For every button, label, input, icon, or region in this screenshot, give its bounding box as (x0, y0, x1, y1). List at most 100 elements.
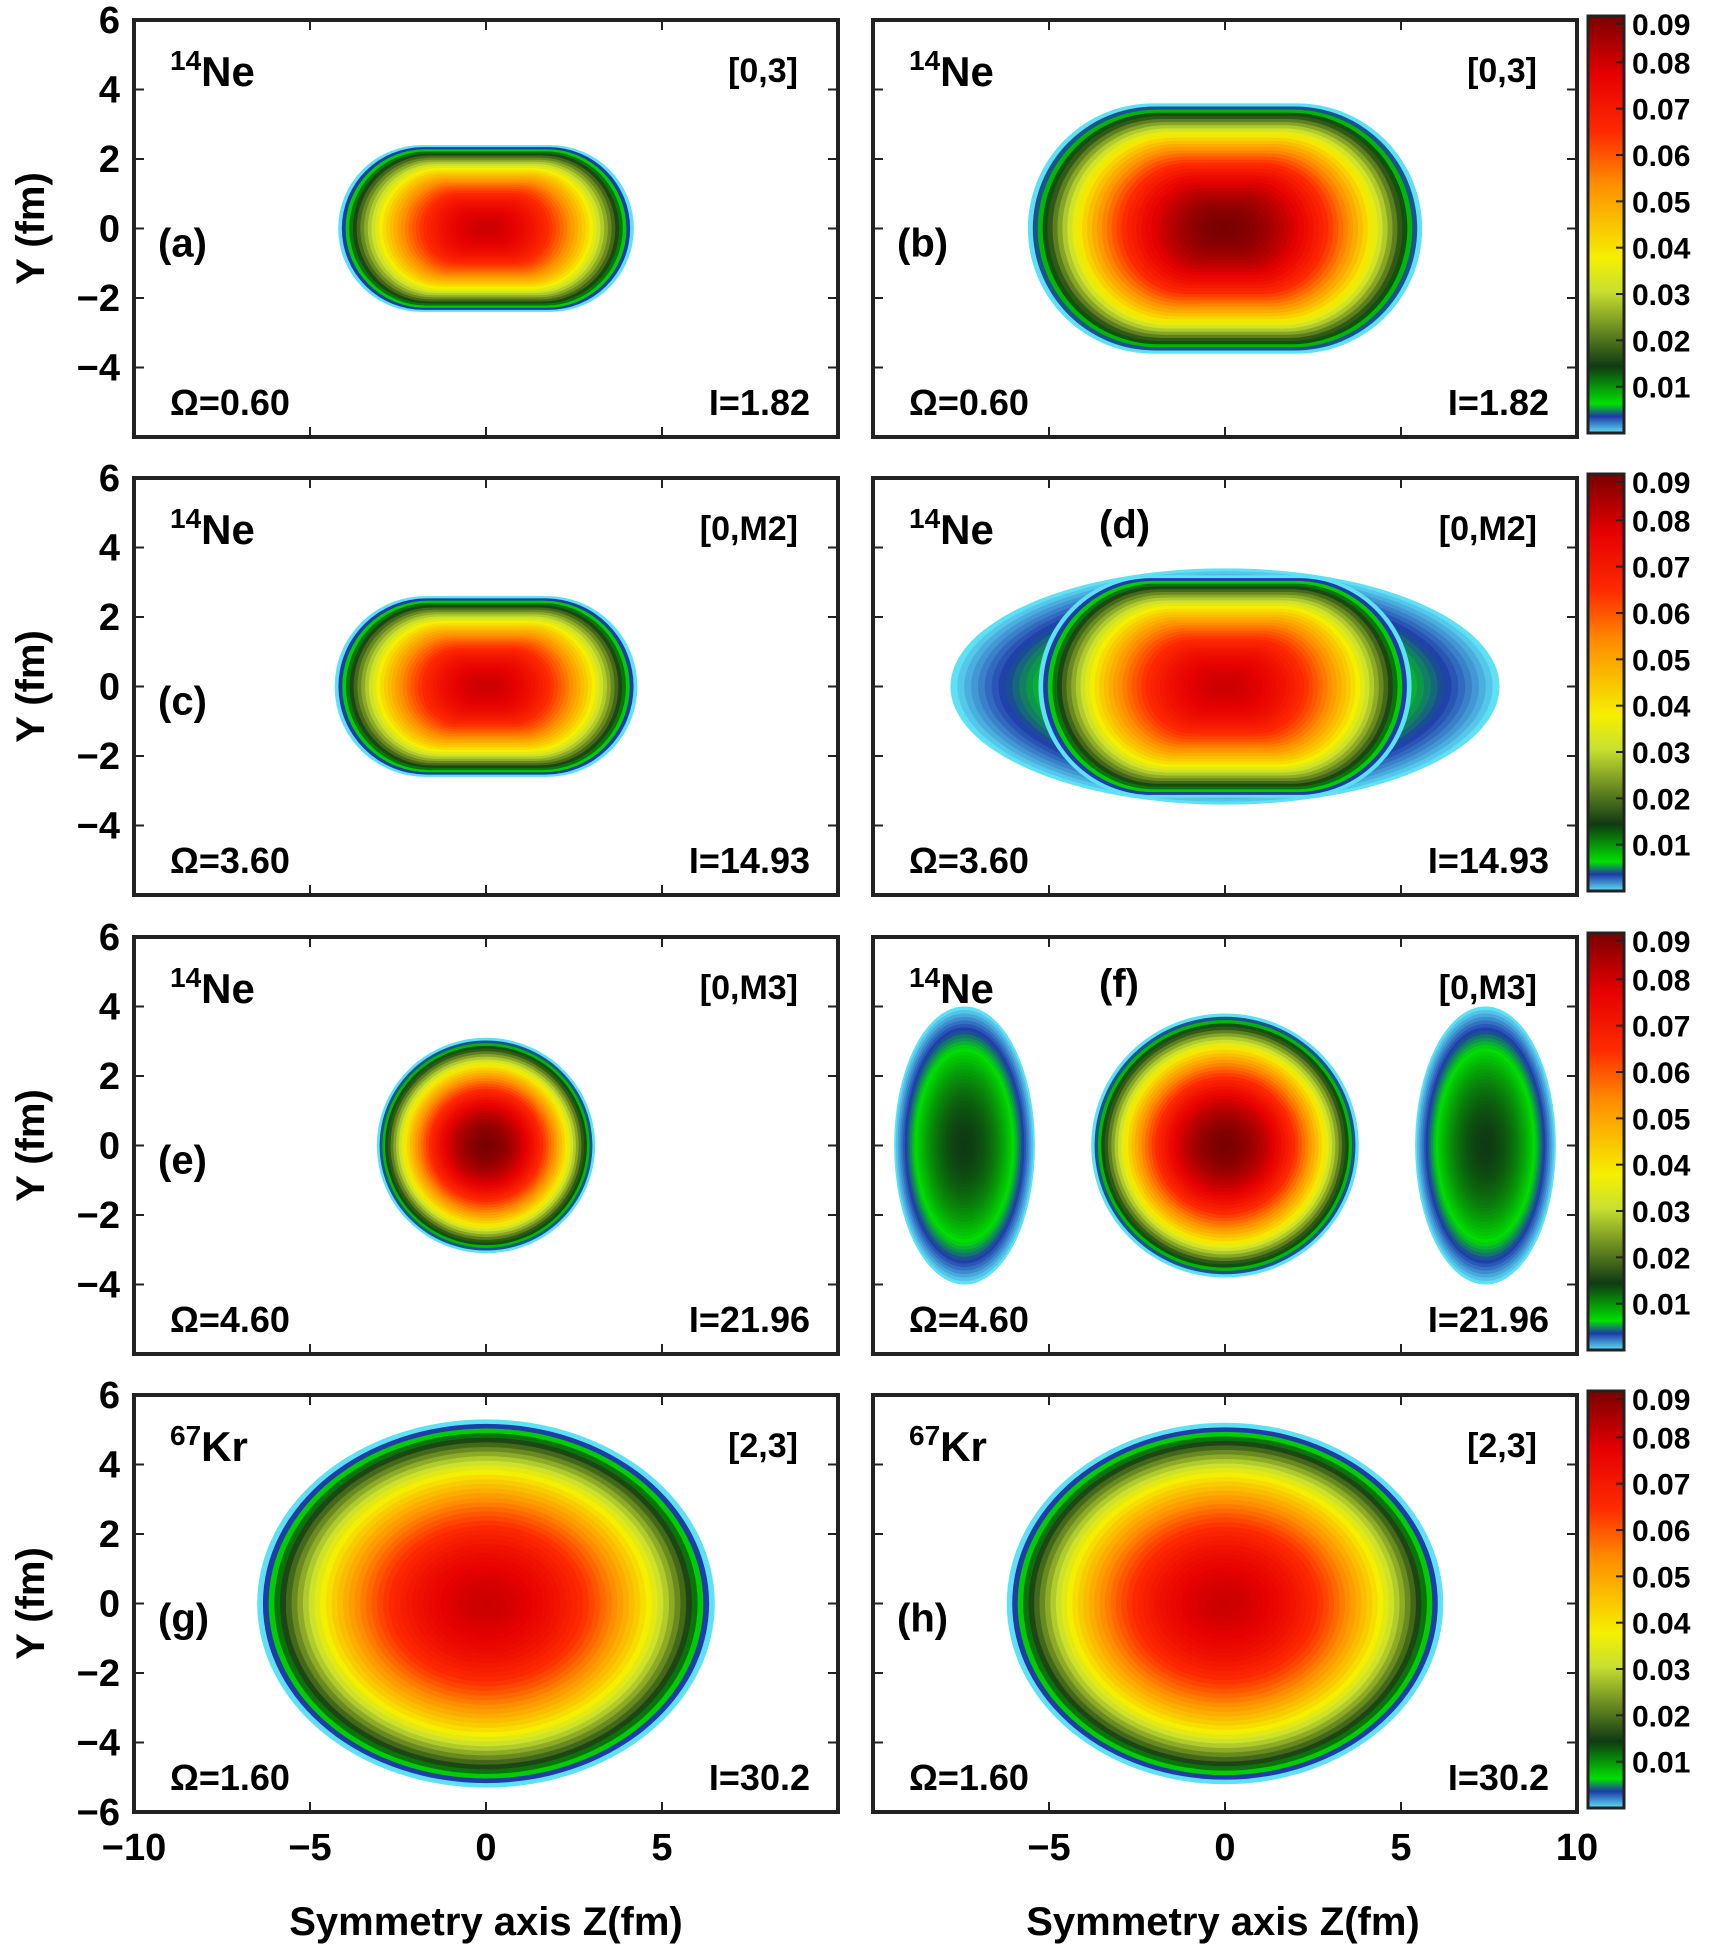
config-label: [0,M3] (700, 969, 798, 1007)
y-tick-label: 6 (99, 1375, 120, 1417)
density-map (376, 1037, 596, 1254)
colorbar-tick-label: 0.02 (1632, 1242, 1690, 1275)
y-tick-label: 2 (99, 597, 120, 639)
nucleus-label: 67Kr (170, 1420, 248, 1470)
y-tick-label: −4 (77, 348, 120, 390)
nucleus-label: 14Ne (170, 503, 255, 553)
panel-letter: (e) (158, 1139, 207, 1183)
y-tick-label: 0 (99, 667, 120, 709)
density-contour (1221, 1142, 1229, 1149)
element-symbol: Kr (201, 1423, 248, 1470)
colorbar-tick-label: 0.01 (1632, 830, 1690, 863)
panel-letter: (b) (897, 222, 948, 266)
colorbar-tick-label: 0.07 (1632, 94, 1690, 127)
density-contour (1220, 225, 1230, 232)
mass-number: 14 (909, 503, 941, 534)
spin-label: I=21.96 (1428, 1299, 1549, 1340)
spin-label: I=1.82 (1448, 382, 1549, 423)
colorbar-gradient (1586, 1389, 1626, 1810)
colorbar-tick-label: 0.04 (1632, 1608, 1691, 1641)
panel-letter: (f) (1099, 962, 1139, 1006)
y-tick-label: 2 (99, 1056, 120, 1098)
config-label: [0,3] (1467, 52, 1537, 90)
axis-labels: Symmetry axis Z(fm) Symmetry axis Z(fm) (289, 1900, 1419, 1944)
colorbar-tick-label: 0.05 (1632, 1103, 1690, 1136)
omega-label: Ω=4.60 (909, 1299, 1029, 1340)
colorbar: 0.09 0.08 0.07 0.06 0.05 0.04 0.03 0.02 0.01 (1586, 1384, 1691, 1810)
mass-number: 14 (909, 962, 941, 993)
panel-letter: (h) (897, 1597, 948, 1641)
spin-label: I=21.96 (689, 1299, 810, 1340)
x-tick-label: 5 (1390, 1827, 1411, 1869)
omega-label: Ω=3.60 (909, 840, 1029, 881)
panel-a: 6 4 2 0 −2 −4 Y (fm) 14Ne [0,3] (a) Ω=0.60 I=1.82 (9, 0, 840, 439)
density-map (894, 1006, 1556, 1285)
panel-g: 6 4 2 0 −2 −4 −6 Y (fm) −10 −5 0 5 67Kr [2,3] (g) Ω=1.6… (9, 1375, 840, 1869)
omega-label: Ω=4.60 (170, 1299, 290, 1340)
colorbar-tick-label: 0.09 (1632, 926, 1690, 959)
config-label: [0,3] (728, 52, 798, 90)
colorbar-tick-label: 0.06 (1632, 598, 1690, 631)
omega-label: Ω=1.60 (909, 1757, 1029, 1798)
y-tick-label: 0 (99, 1126, 120, 1168)
colorbar-tick-label: 0.01 (1632, 372, 1690, 405)
config-label: [2,3] (1467, 1427, 1537, 1465)
colorbar-tick-label: 0.09 (1632, 9, 1690, 42)
density-map (1027, 103, 1423, 354)
density-contour (480, 1598, 492, 1609)
density-map (257, 1419, 715, 1788)
colorbar-tick-label: 0.07 (1632, 552, 1690, 585)
y-tick-label: 4 (99, 528, 120, 570)
omega-label: Ω=3.60 (170, 840, 290, 881)
colorbar: 0.09 0.08 0.07 0.06 0.05 0.04 0.03 0.02 0.01 (1586, 926, 1691, 1352)
element-symbol: Ne (940, 48, 994, 95)
spin-label: I=1.82 (709, 382, 810, 423)
mass-number: 14 (170, 503, 202, 534)
element-symbol: Ne (201, 48, 255, 95)
colorbar-gradient (1586, 931, 1626, 1352)
nucleus-label: 14Ne (909, 503, 994, 553)
colorbar-tick-label: 0.03 (1632, 1654, 1690, 1687)
colorbar-tick-label: 0.07 (1632, 1011, 1690, 1044)
mass-number: 14 (909, 45, 941, 76)
colorbar-tick-label: 0.07 (1632, 1469, 1690, 1502)
y-tick-label: −2 (77, 736, 120, 778)
colorbar-gradient (1586, 472, 1626, 893)
colorbar-tick-label: 0.08 (1632, 47, 1690, 80)
y-tick-label: 6 (99, 0, 120, 42)
y-tick-label: 0 (99, 1584, 120, 1626)
colorbar-tick-label: 0.06 (1632, 140, 1690, 173)
config-label: [0,M2] (700, 510, 798, 548)
colorbar-tick-label: 0.08 (1632, 1422, 1690, 1455)
panel-letter: (g) (158, 1597, 209, 1641)
colorbar-tick-label: 0.08 (1632, 505, 1690, 538)
y-tick-label: −2 (77, 278, 120, 320)
x-tick-label: 0 (475, 1827, 496, 1869)
colorbar-tick-label: 0.03 (1632, 1196, 1690, 1229)
mass-number: 67 (170, 1420, 201, 1451)
colorbar-tick-label: 0.04 (1632, 1150, 1691, 1183)
nucleus-label: 14Ne (909, 962, 994, 1012)
y-axis-label: Y (fm) (9, 1089, 53, 1202)
colorbar-tick-label: 0.06 (1632, 1515, 1690, 1548)
y-tick-label: 2 (99, 1514, 120, 1556)
colorbar-tick-label: 0.02 (1632, 1700, 1690, 1733)
panel-h: −5 0 5 10 67Kr [2,3] (h) Ω=1.60 I=30.2 (871, 1393, 1598, 1869)
mass-number: 14 (170, 962, 202, 993)
panel-f: 14Ne [0,M3] (f) Ω=4.60 I=21.96 (871, 935, 1579, 1356)
omega-label: Ω=0.60 (909, 382, 1029, 423)
colorbar-tick-label: 0.03 (1632, 737, 1690, 770)
spin-label: I=14.93 (689, 840, 810, 881)
colorbar-tick-label: 0.01 (1632, 1747, 1690, 1780)
x-tick-label: −10 (102, 1827, 166, 1869)
colorbar-tick-label: 0.05 (1632, 1561, 1690, 1594)
y-tick-label: −4 (77, 1723, 120, 1765)
colorbars: 0.09 0.08 0.07 0.06 0.05 0.04 0.03 0.02 0.01 0.09… (1586, 9, 1691, 1810)
colorbar-tick-label: 0.05 (1632, 644, 1690, 677)
x-axis-label-left: Symmetry axis Z(fm) (289, 1900, 682, 1944)
omega-label: Ω=1.60 (170, 1757, 290, 1798)
density-contour (1220, 683, 1230, 690)
x-tick-label: 10 (1556, 1827, 1598, 1869)
nucleus-label: 14Ne (170, 45, 255, 95)
